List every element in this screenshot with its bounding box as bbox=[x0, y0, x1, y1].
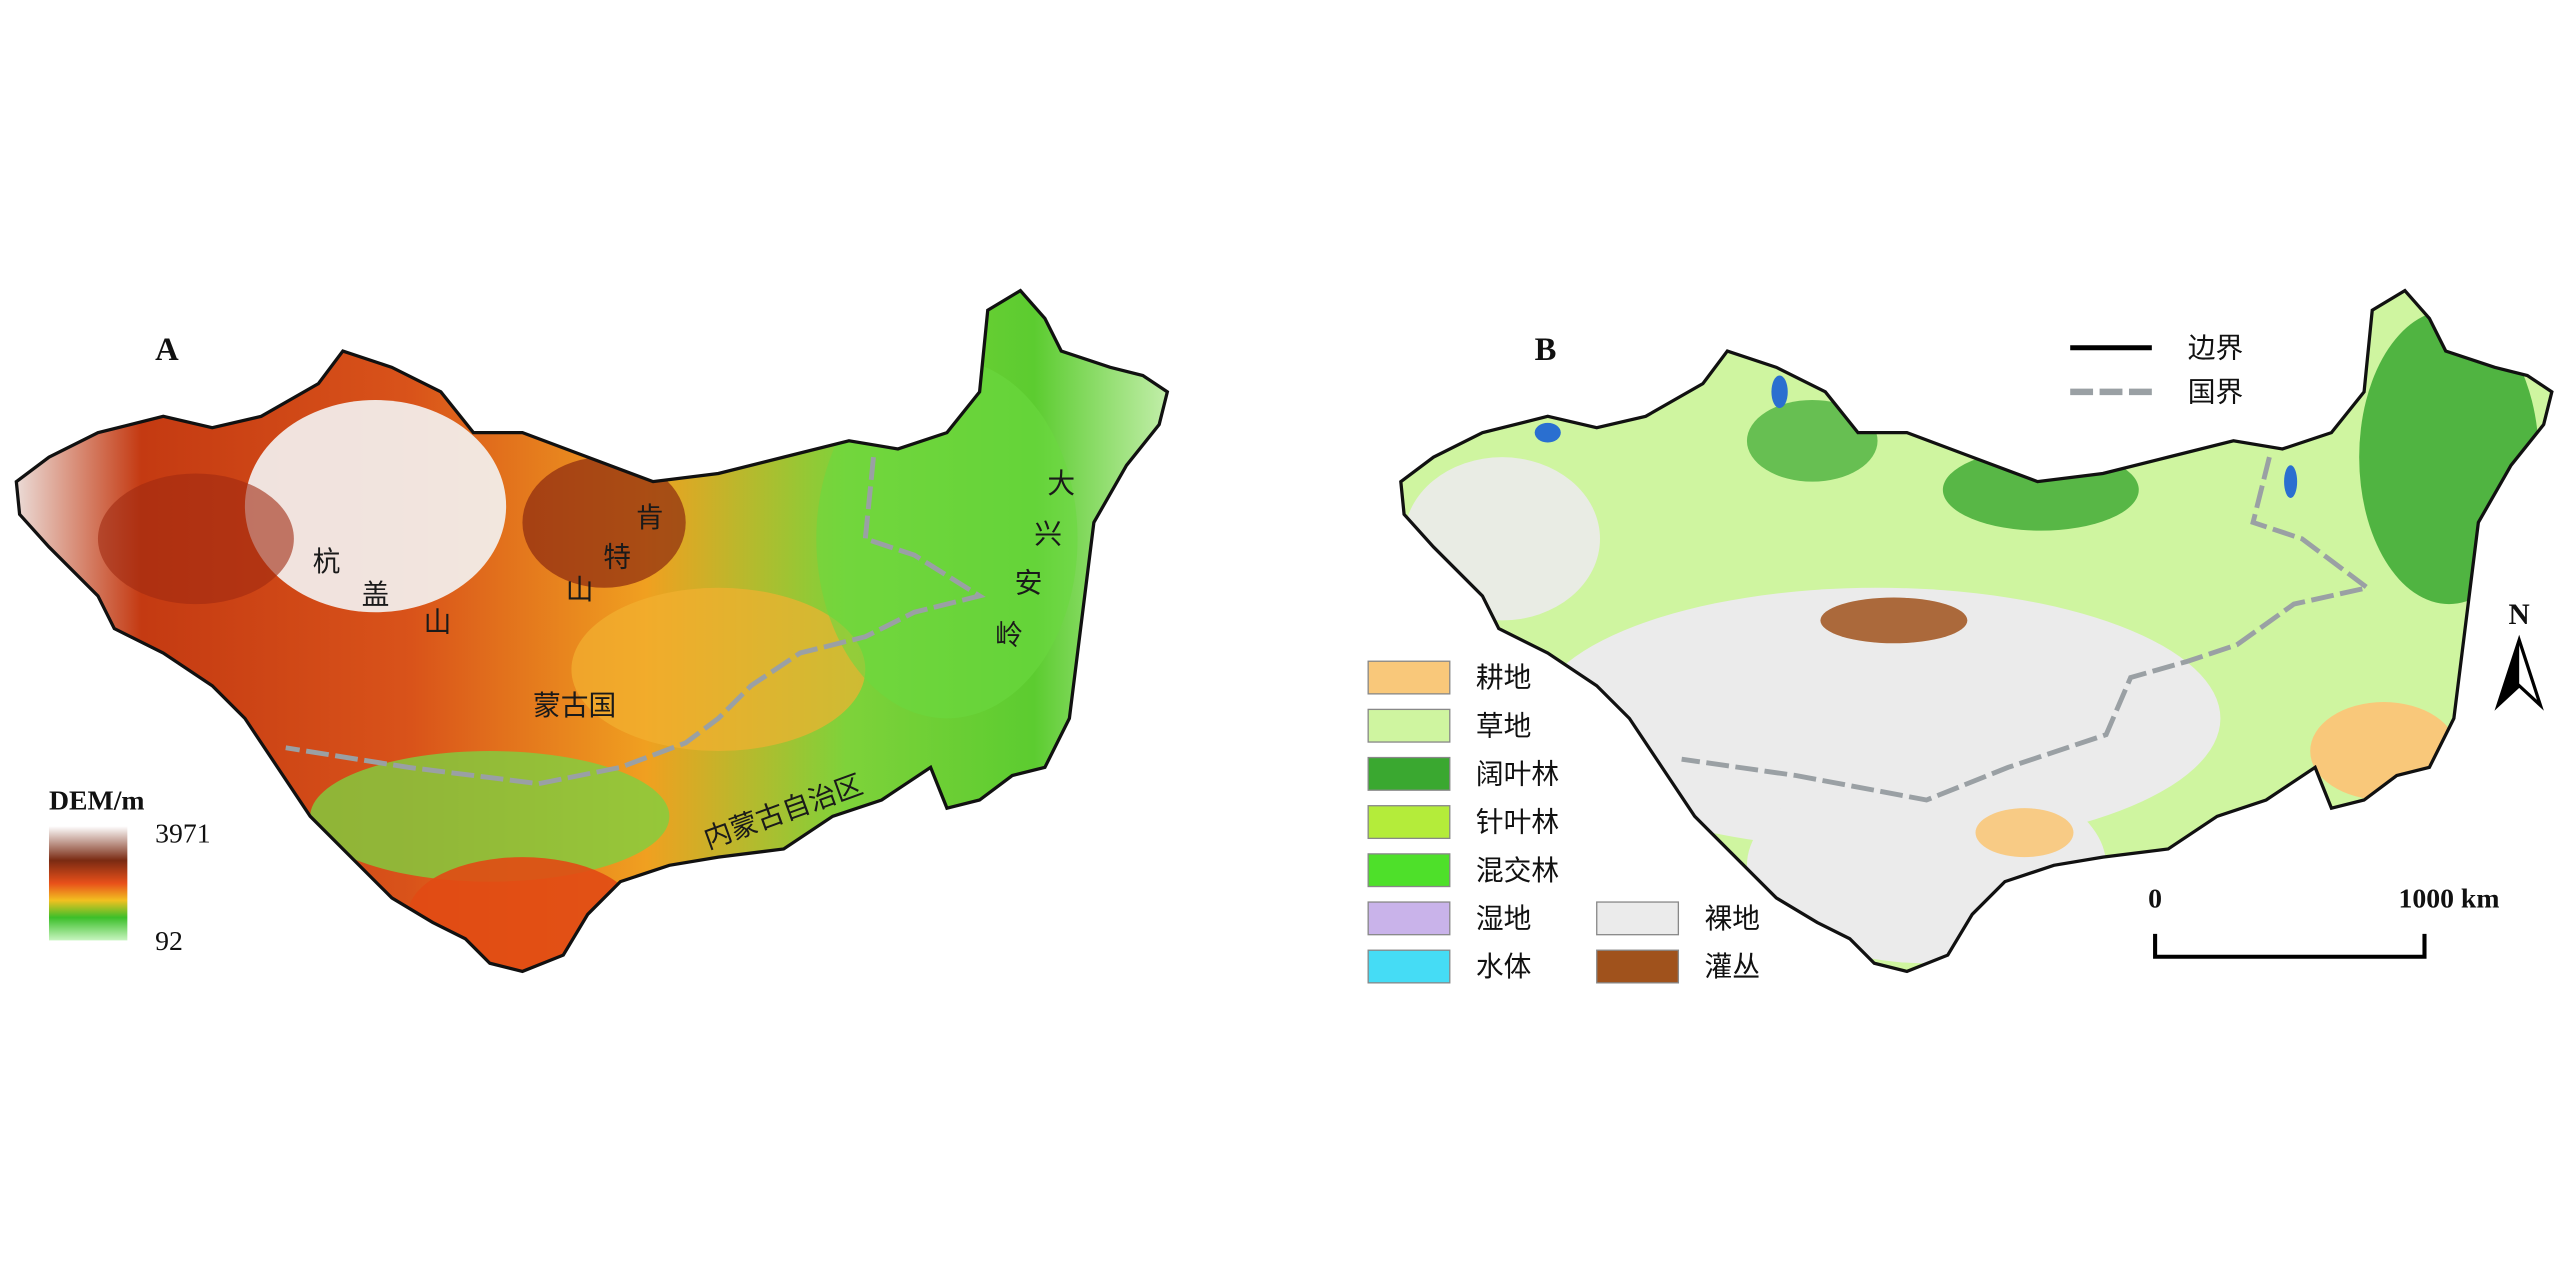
place-label: 特 bbox=[603, 540, 631, 573]
place-label: 杭 bbox=[313, 545, 341, 578]
legend-label: 国界 bbox=[2188, 375, 2244, 408]
legend-swatch bbox=[1367, 853, 1451, 888]
legend-swatch bbox=[1596, 949, 1680, 984]
place-label: 兴 bbox=[1034, 518, 1062, 551]
panel-label: A bbox=[155, 332, 179, 368]
scale-label: 1000 km bbox=[2398, 884, 2499, 915]
legend-min: 92 bbox=[155, 926, 183, 957]
place-label: 安 bbox=[1015, 566, 1043, 599]
legend-max: 3971 bbox=[155, 818, 211, 849]
place-label: 盖 bbox=[362, 578, 390, 611]
legend-swatch bbox=[1367, 901, 1451, 936]
legend-label: 阔叶林 bbox=[1476, 758, 1559, 791]
legend-swatch bbox=[1367, 805, 1451, 840]
legend-swatch bbox=[1367, 756, 1451, 791]
place-label: 蒙古国 bbox=[533, 689, 616, 722]
landcover-map bbox=[1400, 290, 2552, 972]
legend-swatch bbox=[1367, 660, 1451, 695]
national-border bbox=[1681, 456, 2374, 803]
legend-label: 裸地 bbox=[1704, 902, 1760, 935]
panel-label: B bbox=[1535, 332, 1557, 368]
legend-label: 草地 bbox=[1476, 709, 1532, 742]
legend-swatch bbox=[1596, 901, 1680, 936]
place-label: 山 bbox=[566, 573, 594, 606]
legend-label: 水体 bbox=[1476, 950, 1532, 983]
scale-bar bbox=[2153, 933, 2427, 959]
legend-swatch bbox=[1367, 708, 1451, 743]
scale-label: 0 bbox=[2148, 884, 2162, 915]
legend-label: 湿地 bbox=[1476, 902, 1532, 935]
legend-label: 灌丛 bbox=[1704, 950, 1760, 983]
place-label: 肯 bbox=[636, 501, 664, 534]
place-label: 山 bbox=[424, 606, 452, 639]
legend-label: 边界 bbox=[2188, 331, 2244, 364]
legend-label: 耕地 bbox=[1476, 661, 1532, 694]
north-label: N bbox=[2509, 599, 2530, 631]
national-border bbox=[285, 456, 986, 787]
place-label: 岭 bbox=[995, 619, 1023, 652]
place-label: 大 bbox=[1047, 467, 1075, 500]
legend-label: 针叶林 bbox=[1476, 806, 1559, 839]
dem-legend-ramp bbox=[48, 826, 128, 941]
legend-title: DEM/m bbox=[49, 786, 145, 817]
legend-label: 混交林 bbox=[1476, 854, 1559, 887]
legend-swatch bbox=[1367, 949, 1451, 984]
